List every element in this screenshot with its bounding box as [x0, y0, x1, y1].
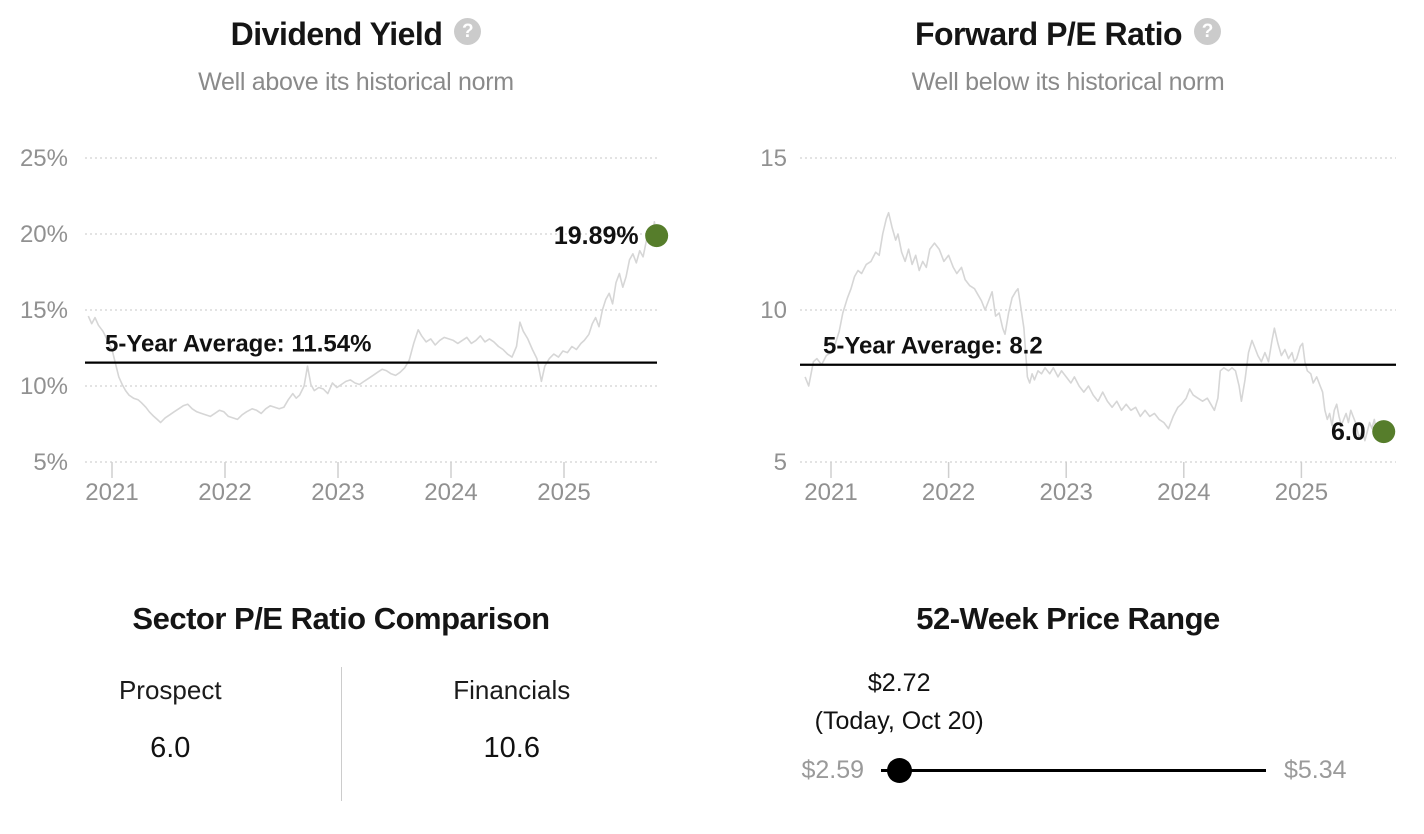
dividend-yield-chart: 5% 10% 15% 20% 25% 2021 2022 2023 2024 2025 5-Year… — [20, 145, 669, 506]
y-tick-label: 5% — [33, 449, 68, 476]
price-current-block: $2.72 (Today, Oct 20) — [749, 669, 1049, 736]
help-icon[interactable]: ? — [1194, 18, 1222, 45]
forward-pe-chart: 5 10 15 2021 2022 2023 2024 2025 5-Year Average:… — [760, 145, 1396, 506]
price-range-widget: $2.72 (Today, Oct 20) $2.59 $5.34 — [712, 555, 1424, 834]
sector-pe-comparison-section: Sector P/E Ratio Comparison Prospect 6.0… — [0, 555, 712, 834]
comparison-label: Financials — [453, 675, 571, 705]
x-tick-label: 2023 — [311, 479, 364, 506]
average-label: 5-Year Average: 11.54% — [105, 331, 371, 358]
dividend-yield-section: Dividend Yield? Well above its historica… — [0, 0, 712, 555]
price-high-label: $5.34 — [1284, 756, 1347, 784]
x-tick-label: 2024 — [424, 479, 477, 506]
last-value-label: 6.0 — [1331, 418, 1366, 446]
y-tick-label: 10 — [760, 297, 787, 324]
last-value-dot — [645, 224, 669, 248]
chart-subtitle: Well above its historical norm — [198, 68, 514, 96]
last-value-dot — [1372, 420, 1396, 444]
chart-header: Forward P/E Ratio? — [712, 0, 1424, 53]
y-tick-label: 5 — [774, 449, 787, 476]
series-line — [87, 221, 658, 424]
x-tick-label: 2023 — [1040, 479, 1093, 506]
price-low-label: $2.59 — [801, 756, 864, 784]
forward-pe-section: Forward P/E Ratio? Well below its histor… — [712, 0, 1424, 555]
x-tick-label: 2025 — [537, 479, 590, 506]
chart-subtitle: Well below its historical norm — [911, 68, 1225, 96]
chart-header: Dividend Yield? — [0, 0, 712, 53]
comparison-column-prospect: Prospect 6.0 — [0, 667, 342, 801]
section-title: Sector P/E Ratio Comparison — [132, 601, 550, 636]
chart-title-forward-pe: Forward P/E Ratio — [914, 16, 1183, 52]
section-title: 52-Week Price Range — [916, 601, 1220, 636]
comparison-column-financials: Financials 10.6 — [342, 667, 683, 801]
x-tick-label: 2024 — [1157, 479, 1210, 506]
y-tick-label: 25% — [20, 145, 68, 172]
comparison-value: 6.0 — [150, 732, 191, 764]
y-tick-label: 10% — [20, 373, 68, 400]
average-label: 5-Year Average: 8.2 — [823, 333, 1043, 360]
chart-title-dividend-yield: Dividend Yield — [230, 16, 443, 52]
y-tick-label: 15% — [20, 297, 68, 324]
x-tick-label: 2021 — [85, 479, 138, 506]
comparison-label: Prospect — [118, 675, 222, 705]
comparison-value: 10.6 — [483, 732, 540, 764]
price-range-handle — [886, 758, 912, 783]
x-tick-label: 2022 — [198, 479, 251, 506]
x-tick-label: 2021 — [804, 479, 857, 506]
x-tick-label: 2022 — [922, 479, 975, 506]
price-current-value: $2.72 — [867, 669, 931, 697]
price-range-section: 52-Week Price Range $2.72 (Today, Oct 20… — [712, 555, 1424, 834]
y-tick-label: 15 — [760, 145, 787, 172]
price-range-track — [881, 769, 1266, 772]
y-tick-label: 20% — [20, 221, 68, 248]
x-tick-label: 2025 — [1275, 479, 1328, 506]
comparison-table: Prospect 6.0 Financials 10.6 — [0, 667, 682, 801]
series-line — [804, 211, 1385, 442]
help-icon[interactable]: ? — [454, 18, 482, 45]
price-current-date: (Today, Oct 20) — [814, 707, 984, 735]
last-value-label: 19.89% — [554, 222, 639, 250]
